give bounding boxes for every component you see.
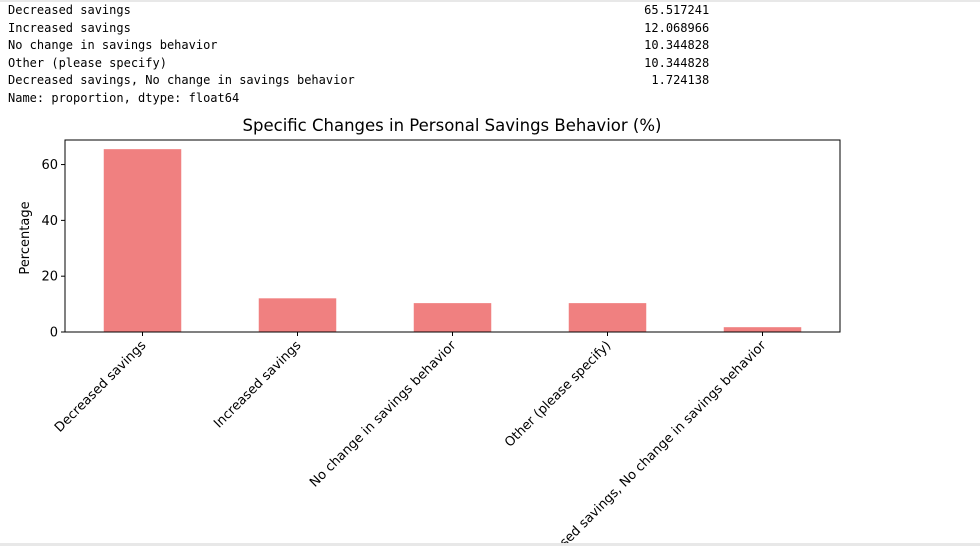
bars-group — [103, 149, 802, 332]
x-tick-label: Decreased savings — [52, 338, 149, 435]
chart-title: Specific Changes in Personal Savings Beh… — [243, 116, 662, 135]
y-tick-label: 40 — [41, 214, 58, 229]
bar-3 — [568, 303, 647, 332]
output-row-value: 12.068966 — [644, 20, 710, 35]
output-row: Decreased savings 65.517241 — [8, 2, 709, 20]
output-row-value: 10.344828 — [644, 38, 710, 52]
output-row: Increased savings 12.068966 — [8, 20, 709, 38]
bar-4 — [723, 327, 802, 332]
output-row-label: Increased savings — [8, 20, 131, 35]
x-tick-label: Increased savings — [211, 338, 304, 431]
output-row: Other (please specify) 10.344828 — [8, 55, 709, 73]
output-row-value: 10.344828 — [644, 55, 710, 70]
x-ticks-group: Decreased savings Increased savings No cha… — [52, 332, 770, 546]
output-row-label: No change in savings behavior — [8, 38, 218, 52]
x-tick-label: No change in savings behavior — [307, 338, 460, 491]
x-tick-label: Other (please specify) — [502, 338, 614, 450]
y-axis-label: Percentage — [18, 201, 33, 274]
output-row-label: Decreased savings, No change in savings … — [8, 73, 355, 87]
output-row-label: Other (please specify) — [8, 55, 167, 70]
y-tick-label: 60 — [41, 158, 58, 173]
bar-0 — [103, 149, 182, 332]
bar-1 — [258, 298, 337, 332]
y-ticks-group: 0 20 40 60 — [41, 158, 65, 341]
x-tick-label: Decreased savings, No change in savings … — [525, 338, 770, 546]
y-tick-label: 20 — [41, 270, 58, 285]
output-row-value: 1.724138 — [651, 73, 710, 87]
output-footer: Name: proportion, dtype: float64 — [8, 90, 240, 105]
y-tick-label: 0 — [50, 326, 58, 341]
output-row: Decreased savings, No change in savings … — [8, 72, 709, 90]
cell-output: Decreased savings 65.517241 Increased sa… — [8, 2, 709, 107]
output-row: No change in savings behavior 10.344828 — [8, 37, 709, 55]
bar-2 — [413, 303, 492, 332]
top-divider — [0, 0, 980, 2]
bottom-divider — [0, 543, 980, 546]
output-row-label: Decreased savings — [8, 3, 131, 17]
output-row-value: 65.517241 — [644, 3, 710, 17]
